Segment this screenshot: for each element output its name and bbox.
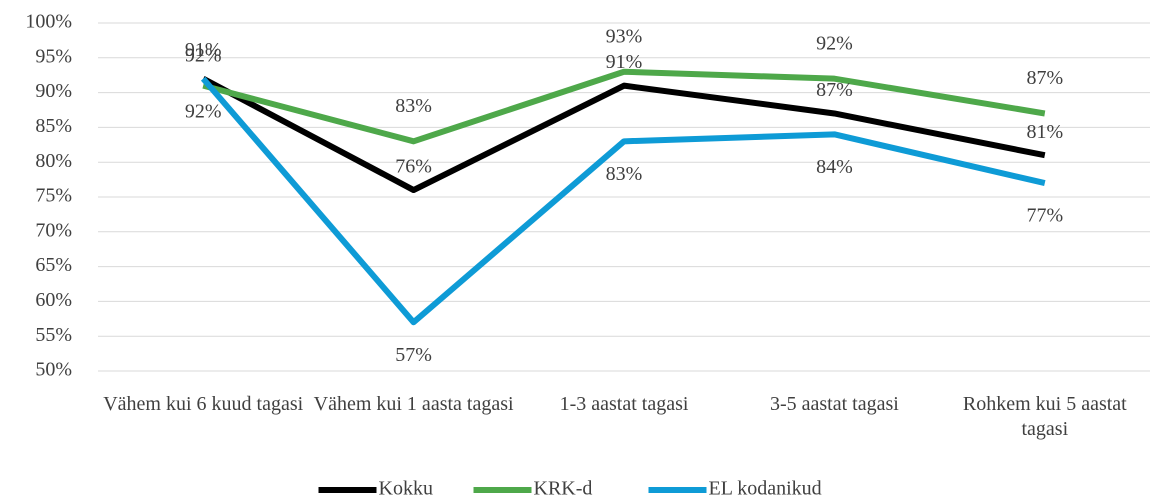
- y-tick-label: 95%: [35, 45, 72, 67]
- data-label: 83%: [606, 163, 643, 185]
- x-tick-label: Vähem kui 6 kuud tagasi: [103, 393, 304, 415]
- legend-label: KRK-d: [534, 478, 593, 500]
- data-label: 76%: [395, 156, 432, 178]
- y-tick-label: 90%: [35, 80, 72, 102]
- data-label: 93%: [606, 25, 643, 47]
- y-tick-label: 60%: [35, 289, 72, 311]
- data-label: 87%: [1026, 67, 1063, 89]
- y-tick-label: 50%: [35, 359, 72, 381]
- data-label: 92%: [185, 100, 222, 122]
- y-tick-label: 85%: [35, 115, 72, 137]
- x-tick-label: Rohkem kui 5 aastat tagasi: [962, 393, 1127, 440]
- data-label: 87%: [816, 79, 853, 101]
- y-tick-label: 80%: [35, 150, 72, 172]
- data-label: 92%: [816, 32, 853, 54]
- legend-label: EL kodanikud: [709, 478, 822, 500]
- y-tick-label: 55%: [35, 324, 72, 346]
- data-label: 57%: [395, 344, 432, 366]
- data-label: 91%: [606, 51, 643, 73]
- y-tick-label: 100%: [25, 11, 72, 33]
- y-tick-label: 70%: [35, 219, 72, 241]
- data-label: 83%: [395, 95, 432, 117]
- data-label: 91%: [185, 39, 222, 61]
- y-tick-label: 75%: [35, 185, 72, 207]
- line: [200, 76, 1046, 326]
- data-label: 92%: [185, 44, 222, 66]
- line: [201, 76, 1046, 194]
- data-label: 84%: [816, 156, 853, 178]
- x-tick-label: 1-3 aastat tagasi: [559, 393, 689, 415]
- y-tick-label: 65%: [35, 254, 72, 276]
- legend-label: Kokku: [379, 478, 433, 500]
- data-label: 77%: [1026, 205, 1063, 227]
- line: [202, 68, 1046, 145]
- x-tick-label: 3-5 aastat tagasi: [769, 393, 899, 415]
- data-label: 81%: [1026, 121, 1063, 143]
- x-tick-label: Vähem kui 1 aasta tagasi: [313, 393, 514, 415]
